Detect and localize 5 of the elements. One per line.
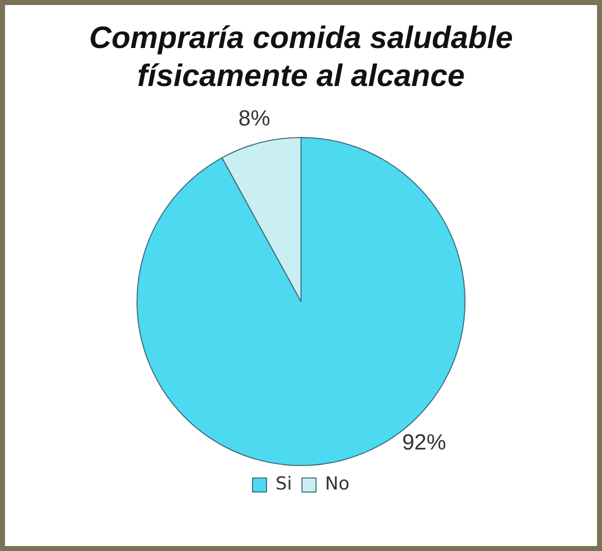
- data-label: 8%: [238, 105, 270, 130]
- chart-title: Compraría comida saludable físicamente al alcance: [88, 19, 514, 95]
- legend-label: Si: [276, 474, 292, 495]
- legend-label: No: [324, 474, 350, 495]
- data-label: 92%: [402, 430, 446, 455]
